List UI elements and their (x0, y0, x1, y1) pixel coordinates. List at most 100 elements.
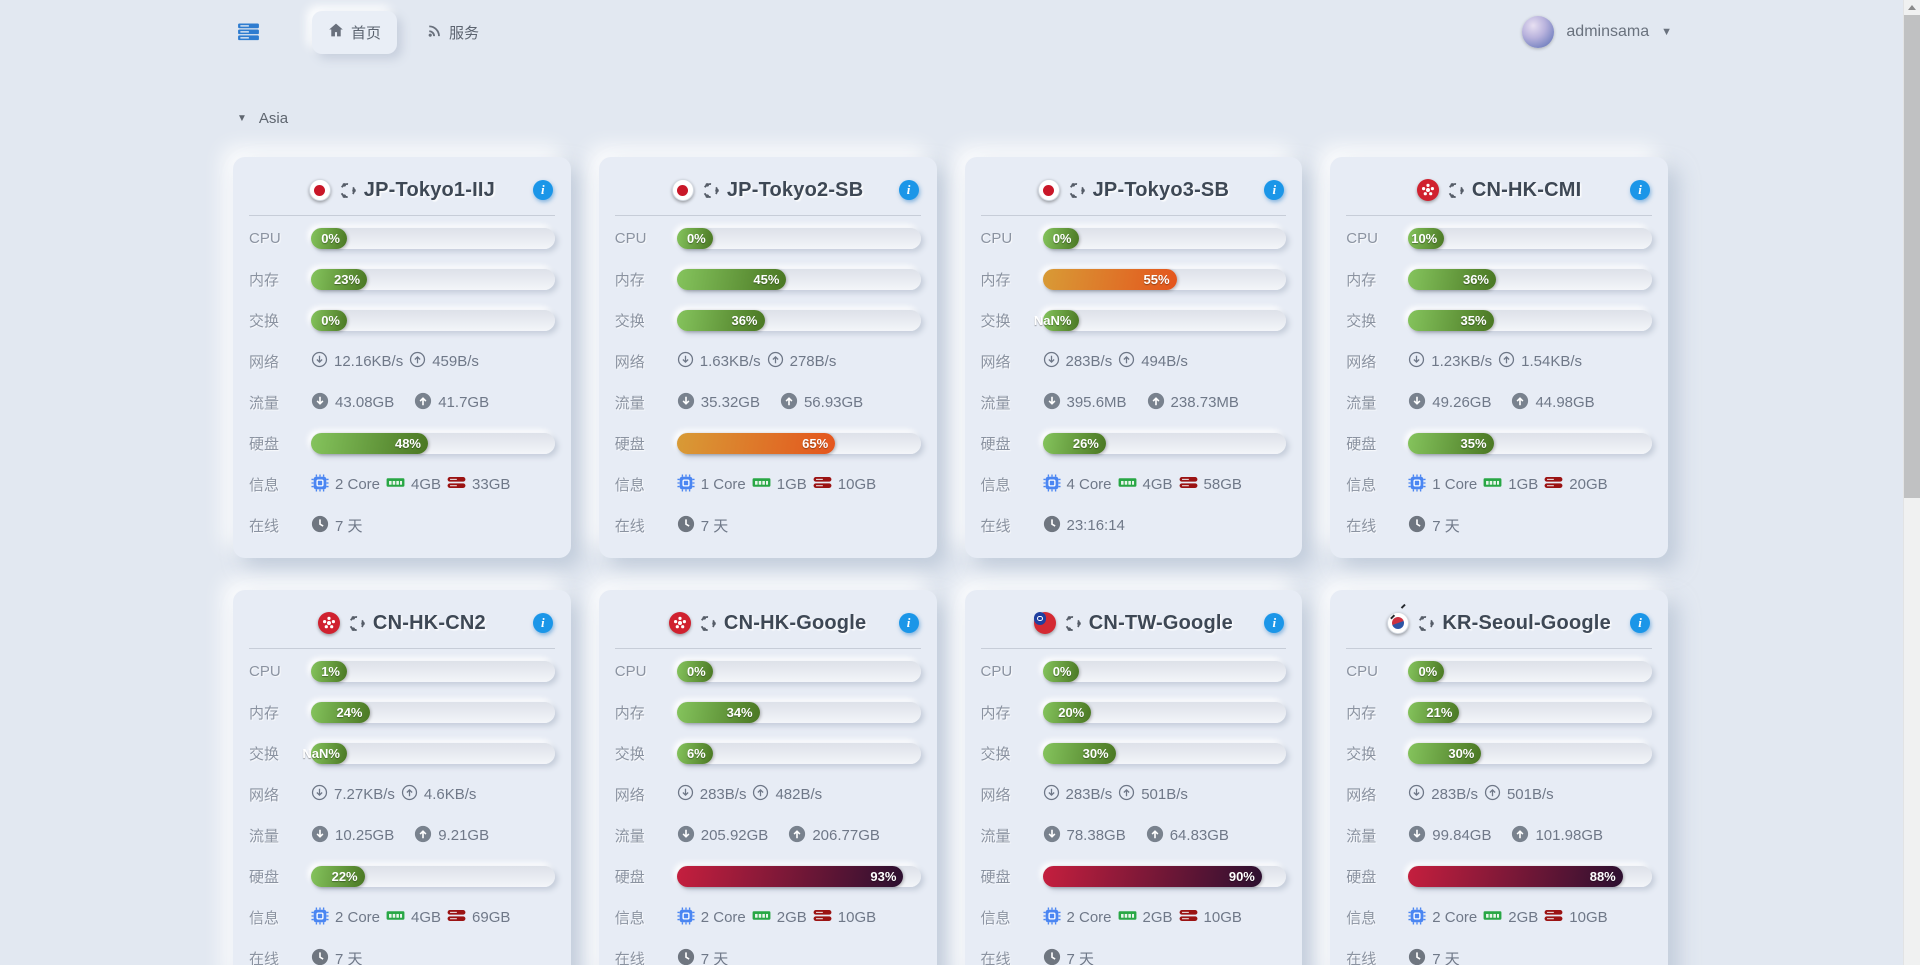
cpu-row: CPU 10% (1346, 218, 1652, 259)
network-label: 网络 (614, 354, 645, 371)
memory-percent: 36% (1462, 272, 1489, 287)
memory-row: 内存 34% (615, 692, 921, 733)
disk-progress-track: 93% (676, 866, 921, 887)
traffic-download-value: 35.32GB (700, 394, 760, 411)
scrollbar-up-button[interactable] (1904, 0, 1920, 15)
upload-circle-outline-icon (1484, 784, 1501, 805)
jp-flag-icon (308, 179, 331, 201)
storage-value: 20GB (1569, 476, 1608, 493)
network-upload-value: 459B/s (432, 353, 479, 370)
cpu-row: CPU 0% (981, 651, 1287, 692)
network-download-value: 283B/s (1065, 353, 1113, 370)
cpu-progress-fill: 0% (1408, 661, 1445, 682)
swap-label: 交换 (1346, 746, 1377, 763)
info-icon[interactable]: i (1264, 613, 1285, 633)
storage-value: 69GB (472, 909, 511, 926)
swap-row: 交换 0% (249, 300, 555, 341)
download-circle-outline-icon (311, 351, 328, 372)
network-row: 网络 1.23KB/s 1.54KB/s (1346, 341, 1652, 382)
disk-percent: 48% (394, 436, 421, 451)
cpu-progress-fill: 0% (311, 228, 347, 249)
ram-value: 4GB (411, 909, 442, 926)
cpu-label: CPU (614, 230, 647, 247)
cpu-row: CPU 0% (981, 218, 1287, 259)
swap-progress-fill: 35% (1408, 310, 1494, 331)
server-card-header: KR-Seoul-Google i (1346, 602, 1652, 644)
ubuntu-os-icon (348, 615, 365, 632)
swap-progress-track: 36% (676, 310, 921, 331)
user-menu[interactable]: adminsama ▼ (1522, 16, 1672, 48)
nav-tab-home[interactable]: 首页 (312, 10, 398, 54)
collapse-caret-icon: ▼ (237, 113, 247, 124)
uptime-value: 7 天 (1066, 951, 1095, 965)
online-row: 在线 7 天 (615, 938, 921, 965)
server-card-header: JP-Tokyo1-IIJ i (249, 169, 555, 211)
cpu-percent: 0% (686, 664, 706, 679)
online-label: 在线 (980, 951, 1011, 965)
memory-percent: 20% (1058, 705, 1085, 720)
upload-circle-filled-icon (414, 392, 432, 414)
disk-progress-fill: 93% (676, 866, 904, 887)
network-row: 网络 1.63KB/s 278B/s (615, 341, 921, 382)
online-label: 在线 (1346, 951, 1377, 965)
cpu-progress-fill: 0% (676, 228, 713, 249)
online-label: 在线 (614, 951, 645, 965)
online-row: 在线 7 天 (249, 938, 555, 965)
swap-label: 交换 (980, 746, 1011, 763)
info-icon[interactable]: i (1264, 180, 1285, 200)
clock-icon (311, 948, 329, 965)
info-label: 信息 (249, 477, 280, 494)
cpu-chip-icon (311, 906, 329, 929)
server-name: JP-Tokyo1-IIJ (363, 178, 495, 201)
cpu-row: CPU 0% (249, 218, 555, 259)
ram-icon (1118, 474, 1137, 495)
cpu-progress-track: 0% (1042, 661, 1287, 682)
disk-label: 硬盘 (980, 436, 1011, 453)
traffic-label: 流量 (249, 828, 280, 845)
region-header[interactable]: ▼ Asia (237, 110, 288, 127)
ram-icon (752, 474, 771, 495)
server-card: JP-Tokyo2-SB i CPU 0% 内存 45% 交换 36% (598, 157, 937, 558)
info-icon[interactable]: i (898, 613, 919, 633)
memory-progress-fill: 34% (676, 702, 760, 723)
info-icon[interactable]: i (532, 180, 553, 200)
cpu-chip-icon (1042, 906, 1061, 929)
info-icon[interactable]: i (532, 613, 553, 633)
cpu-chip-icon (1408, 906, 1426, 929)
disk-row: 硬盘 65% (615, 423, 921, 464)
cpu-progress-track: 0% (1408, 661, 1652, 682)
info-icon[interactable]: i (1630, 180, 1650, 200)
network-label: 网络 (249, 354, 280, 371)
disk-progress-track: 22% (311, 866, 555, 887)
disk-drive-icon (1544, 907, 1563, 928)
memory-row: 内存 23% (249, 259, 555, 300)
nav-tab-services[interactable]: 服务 (411, 11, 495, 54)
ram-value: 2GB (776, 909, 807, 926)
disk-drive-icon (1544, 474, 1563, 495)
scrollbar-thumb[interactable] (1904, 15, 1920, 498)
server-stack-icon[interactable] (237, 23, 260, 41)
network-upload-value: 501B/s (1141, 786, 1188, 803)
info-icon[interactable]: i (1630, 613, 1650, 633)
traffic-upload-value: 56.93GB (803, 394, 864, 411)
cores-value: 1 Core (700, 476, 746, 493)
info-icon[interactable]: i (898, 180, 919, 200)
divider (980, 215, 1287, 216)
swap-label: 交换 (1346, 313, 1377, 330)
memory-progress-fill: 21% (1408, 702, 1460, 723)
memory-progress-track: 21% (1408, 702, 1652, 723)
clock-icon (311, 515, 329, 537)
upload-circle-outline-icon (767, 351, 784, 372)
cpu-label: CPU (980, 663, 1013, 680)
traffic-upload-value: 44.98GB (1535, 394, 1595, 411)
online-row: 在线 7 天 (981, 938, 1287, 965)
traffic-row: 流量 43.08GB 41.7GB (249, 382, 555, 423)
memory-progress-track: 45% (676, 269, 921, 290)
download-circle-filled-icon (311, 392, 329, 414)
memory-progress-track: 55% (1042, 269, 1287, 290)
swap-percent: NaN% (302, 746, 340, 761)
online-label: 在线 (980, 518, 1011, 535)
disk-row: 硬盘 90% (981, 856, 1287, 897)
cores-value: 2 Core (1432, 909, 1478, 926)
server-name: CN-HK-Google (723, 611, 867, 634)
